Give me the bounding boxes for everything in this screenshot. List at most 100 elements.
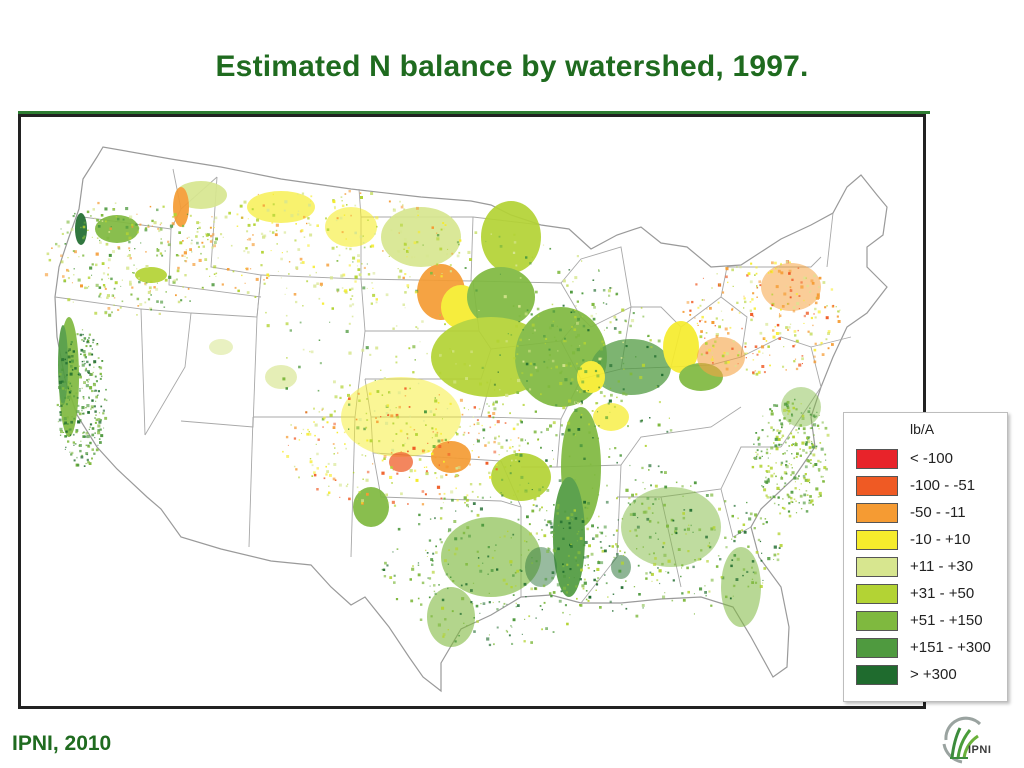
watershed-speckle	[80, 226, 82, 229]
map-legend: lb/A < -100 -100 - -51 -50 - -11 -10 - +…	[843, 412, 1008, 702]
watershed-speckle	[294, 426, 297, 430]
watershed-speckle	[262, 204, 265, 207]
watershed-speckle	[344, 443, 346, 445]
watershed-speckle	[76, 333, 79, 336]
watershed-speckle	[575, 336, 578, 339]
watershed-speckle	[156, 248, 158, 250]
watershed-speckle	[435, 428, 437, 431]
watershed-speckle	[409, 469, 413, 473]
watershed-speckle	[760, 450, 763, 453]
watershed-speckle	[794, 398, 796, 401]
watershed-speckle	[568, 399, 572, 403]
watershed-speckle	[577, 367, 581, 371]
watershed-speckle	[570, 365, 572, 367]
watershed-speckle	[356, 259, 360, 263]
watershed-speckle	[715, 333, 719, 337]
watershed-speckle	[82, 412, 85, 415]
watershed-speckle	[730, 564, 733, 568]
watershed-speckle	[557, 547, 560, 551]
watershed-speckle	[784, 482, 787, 485]
watershed-speckle	[135, 223, 138, 226]
watershed-speckle	[669, 429, 673, 432]
watershed-speckle	[810, 501, 813, 504]
watershed-speckle	[551, 303, 554, 306]
watershed-speckle	[813, 434, 815, 436]
watershed-speckle	[820, 341, 823, 345]
watershed-speckle	[462, 433, 465, 436]
watershed-speckle	[788, 419, 792, 422]
watershed-speckle	[590, 314, 594, 318]
watershed-speckle	[145, 251, 147, 253]
watershed-speckle	[781, 434, 785, 437]
watershed-speckle	[76, 456, 78, 459]
watershed-speckle	[782, 498, 784, 500]
watershed-speckle	[580, 568, 583, 572]
watershed-speckle	[387, 502, 390, 504]
watershed-speckle	[572, 351, 576, 355]
watershed-speckle	[64, 376, 66, 378]
watershed-speckle	[438, 371, 442, 375]
watershed-speckle	[762, 415, 764, 417]
watershed-speckle	[788, 445, 791, 447]
watershed-speckle	[432, 445, 436, 448]
watershed-speckle	[426, 352, 428, 355]
watershed-speckle	[705, 332, 708, 334]
watershed-speckle	[792, 345, 795, 348]
watershed-speckle	[140, 242, 142, 244]
watershed-speckle	[69, 451, 71, 453]
watershed-speckle	[386, 564, 389, 567]
watershed-speckle	[452, 580, 455, 583]
watershed-speckle	[525, 256, 528, 259]
watershed-speckle	[181, 254, 184, 257]
watershed-speckle	[95, 400, 97, 402]
watershed-speckle	[825, 467, 828, 471]
watershed-speckle	[314, 434, 316, 437]
watershed-speckle	[144, 227, 148, 230]
watershed-speckle	[119, 306, 122, 309]
legend-label: -50 - -11	[910, 504, 966, 521]
watershed-speckle	[272, 203, 275, 206]
watershed-speckle	[825, 459, 827, 461]
watershed-speckle	[581, 518, 583, 520]
watershed-speckle	[763, 337, 766, 340]
watershed-speckle	[63, 417, 67, 421]
watershed-speckle	[814, 316, 817, 319]
watershed-speckle	[415, 216, 418, 219]
watershed-speckle	[520, 554, 522, 556]
watershed-speckle	[479, 569, 483, 573]
watershed-speckle	[767, 470, 771, 473]
watershed-speckle	[326, 493, 330, 497]
watershed-speckle	[805, 441, 808, 444]
watershed-speckle	[393, 216, 395, 218]
watershed-speckle	[93, 405, 96, 408]
watershed-speckle	[451, 252, 454, 255]
watershed-speckle	[354, 280, 357, 283]
watershed-speckle	[61, 402, 64, 405]
watershed-speckle	[576, 362, 578, 365]
watershed-speckle	[451, 498, 454, 502]
watershed-speckle	[421, 503, 425, 506]
watershed-speckle	[333, 205, 336, 208]
watershed-speckle	[87, 461, 90, 464]
watershed-speckle	[790, 496, 793, 500]
watershed-speckle	[478, 483, 482, 486]
watershed-speckle	[576, 300, 579, 303]
watershed-speckle	[465, 377, 468, 380]
watershed-speckle	[531, 557, 533, 559]
watershed-speckle	[58, 380, 62, 384]
watershed-speckle	[555, 434, 558, 437]
watershed-speckle	[625, 580, 627, 582]
watershed-speckle	[560, 590, 563, 593]
watershed-speckle	[754, 571, 757, 575]
watershed-speckle	[576, 597, 578, 600]
watershed-speckle	[781, 426, 783, 429]
watershed-speckle	[81, 339, 83, 341]
watershed-speckle	[577, 551, 581, 555]
watershed-speckle	[801, 414, 805, 418]
watershed-speckle	[749, 301, 752, 303]
watershed-speckle	[575, 585, 578, 588]
legend-row: < -100	[856, 449, 1006, 471]
watershed-speckle	[814, 307, 817, 311]
watershed-speckle	[581, 316, 583, 318]
watershed-speckle	[455, 467, 458, 470]
